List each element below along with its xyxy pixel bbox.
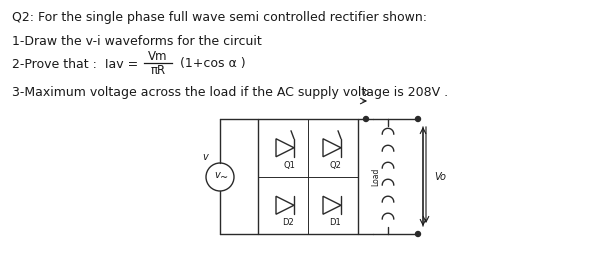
Text: Vo: Vo [434,172,446,182]
Text: Q2: For the single phase full wave semi controlled rectifier shown:: Q2: For the single phase full wave semi … [12,11,427,24]
Text: Q2: Q2 [330,161,342,170]
Text: ~: ~ [220,173,228,183]
Text: 2-Prove that :  Iav =: 2-Prove that : Iav = [12,58,138,70]
Text: Q1: Q1 [283,161,295,170]
Bar [258,119,358,234]
Text: Io: Io [361,88,369,97]
Text: 3-Maximum voltage across the load if the AC supply voltage is 208V .: 3-Maximum voltage across the load if the… [12,86,448,99]
Circle shape [364,116,368,122]
Text: v: v [214,170,220,180]
Circle shape [415,116,421,122]
Text: v: v [202,152,208,162]
Text: (1+cos α ): (1+cos α ) [180,58,246,70]
Text: πR: πR [150,65,166,77]
Text: Load: Load [371,167,380,186]
Circle shape [415,232,421,236]
Text: D1: D1 [329,218,341,227]
Text: 1-Draw the v-i waveforms for the circuit: 1-Draw the v-i waveforms for the circuit [12,35,262,48]
Text: Vm: Vm [148,51,168,63]
Text: D2: D2 [282,218,294,227]
